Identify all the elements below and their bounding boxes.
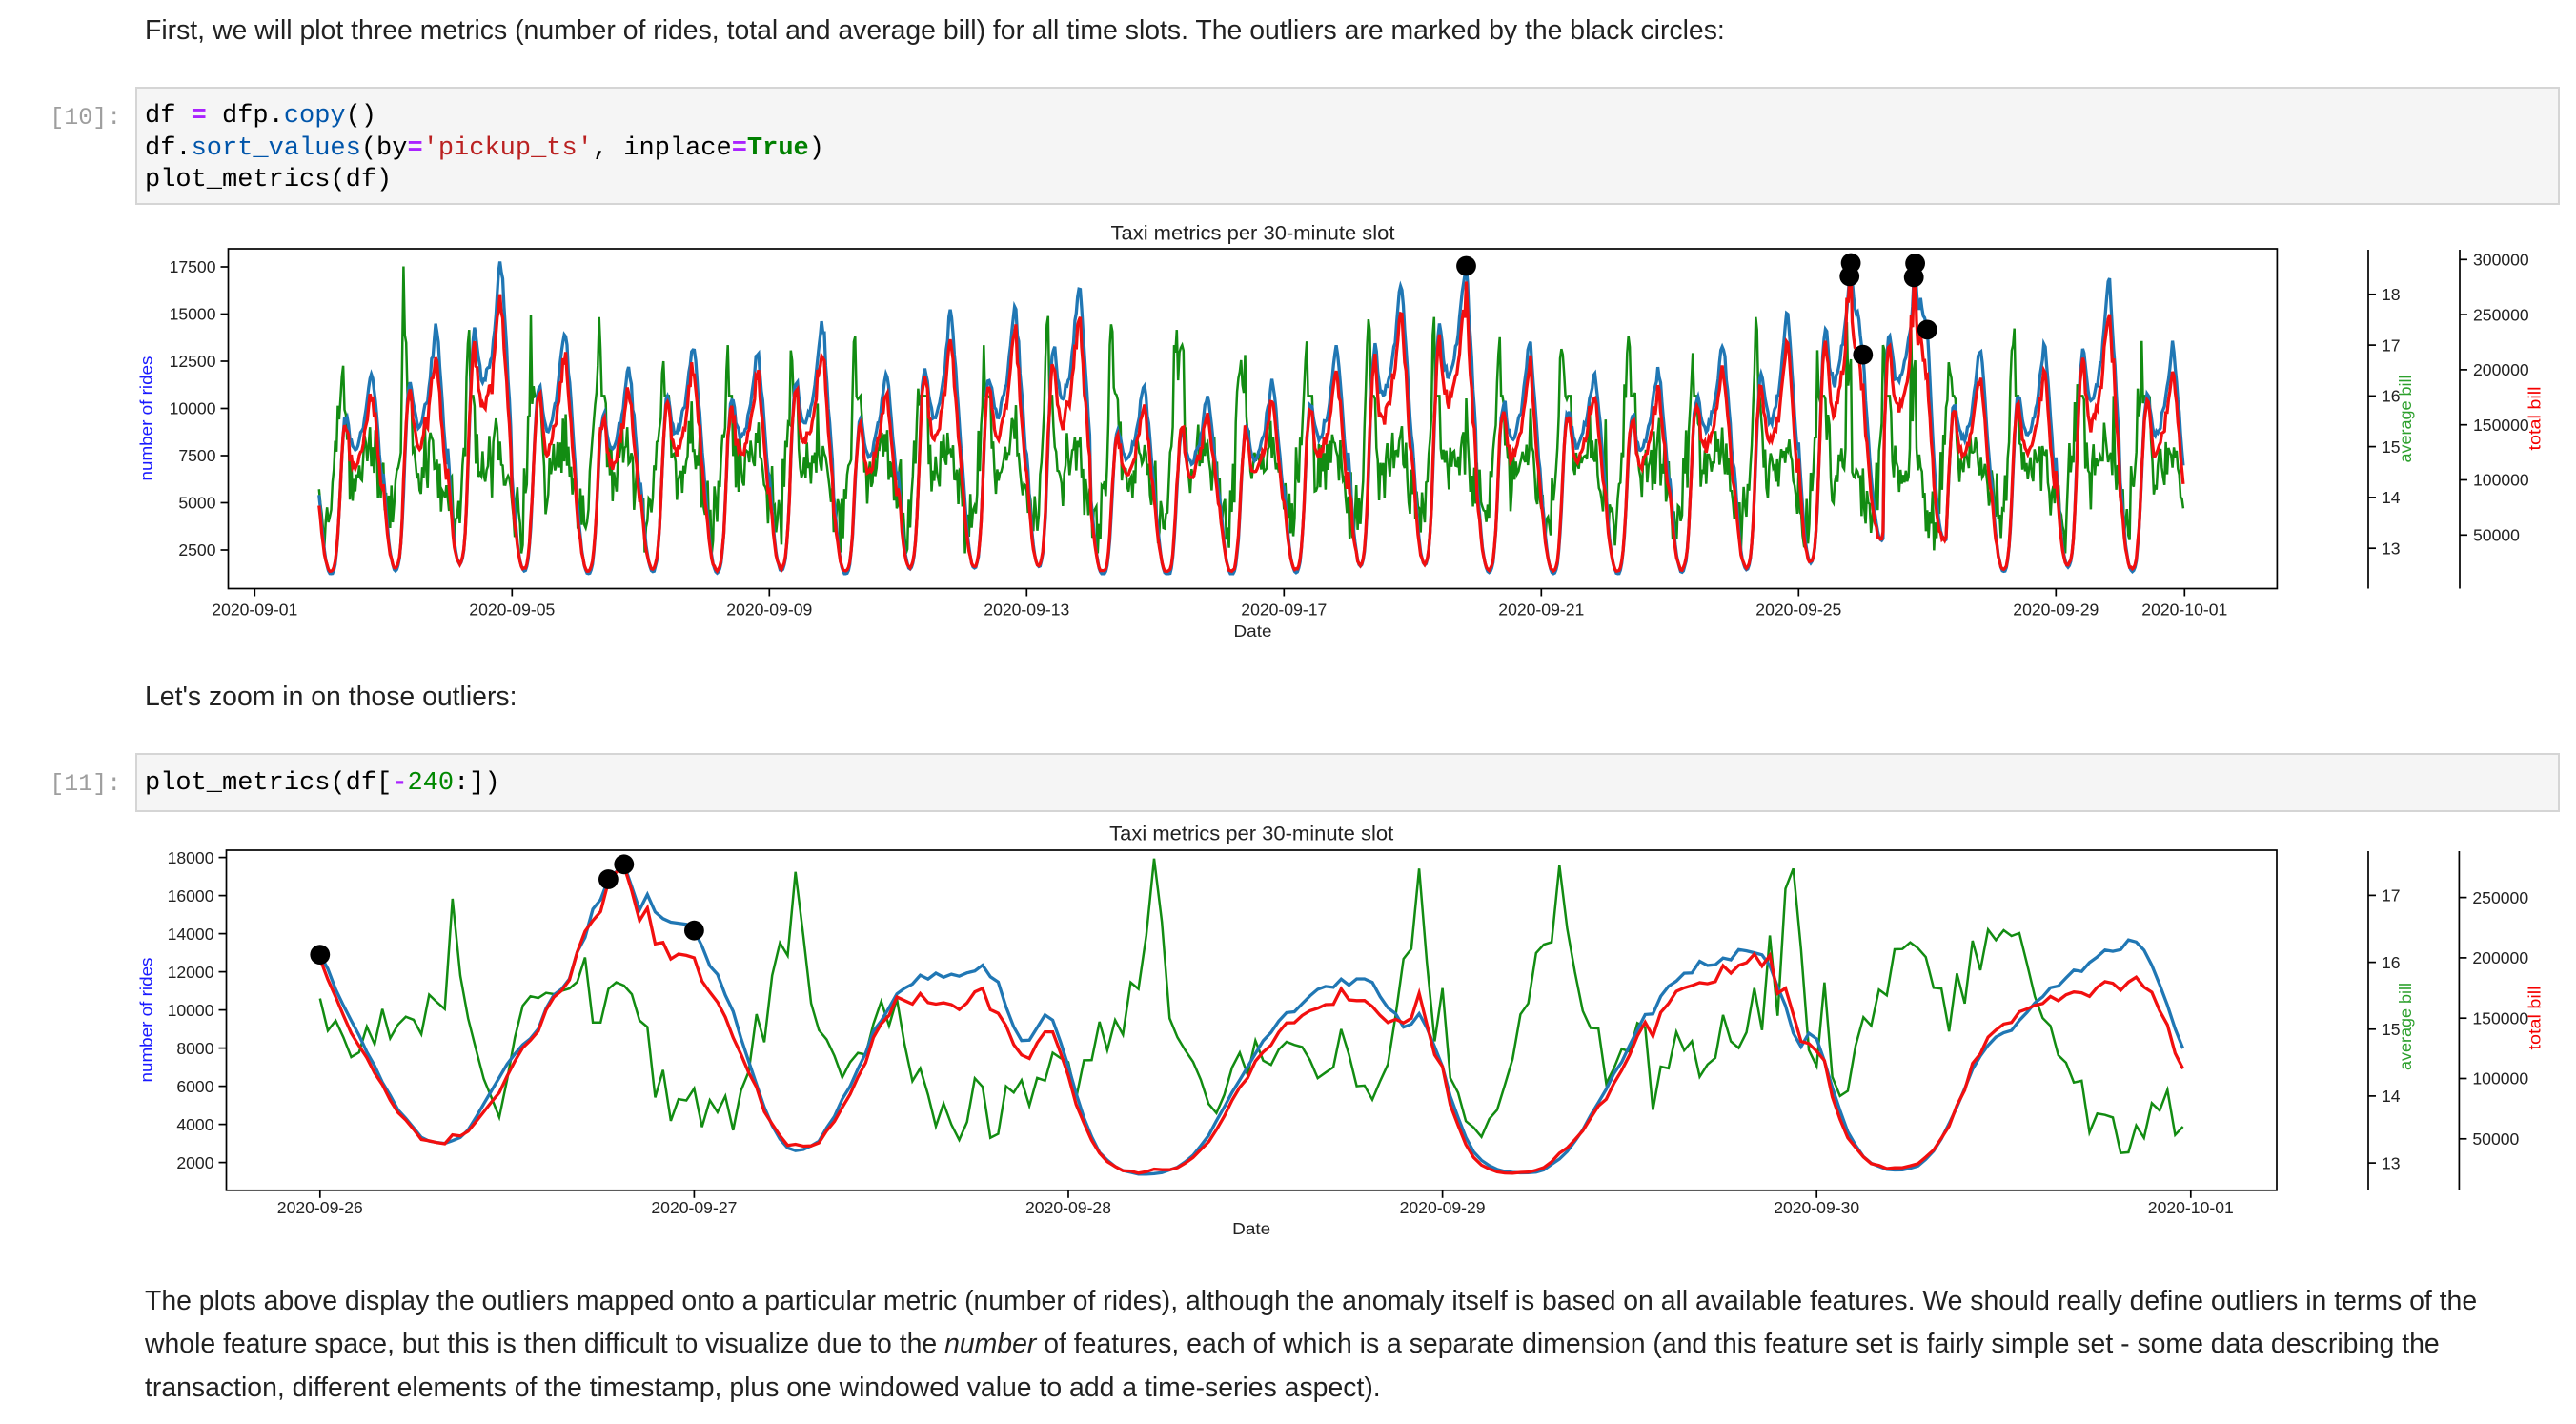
svg-text:50000: 50000 xyxy=(2472,1129,2519,1149)
svg-text:50000: 50000 xyxy=(2473,526,2520,545)
svg-text:2020-09-17: 2020-09-17 xyxy=(1241,600,1327,620)
svg-text:17: 17 xyxy=(2382,336,2401,355)
svg-text:6000: 6000 xyxy=(176,1077,213,1096)
svg-text:2020-09-29: 2020-09-29 xyxy=(1400,1198,1486,1217)
svg-text:2500: 2500 xyxy=(178,540,215,559)
svg-text:100000: 100000 xyxy=(2473,471,2529,490)
svg-text:2020-09-30: 2020-09-30 xyxy=(1774,1198,1859,1217)
svg-text:2020-09-05: 2020-09-05 xyxy=(469,600,555,620)
svg-text:13: 13 xyxy=(2382,1153,2401,1172)
svg-text:14: 14 xyxy=(2382,488,2401,507)
svg-text:7500: 7500 xyxy=(178,446,215,465)
svg-text:14000: 14000 xyxy=(168,925,214,944)
svg-text:2000: 2000 xyxy=(176,1153,213,1172)
svg-text:Date: Date xyxy=(1234,621,1272,641)
svg-text:Taxi metrics per 30-minute slo: Taxi metrics per 30-minute slot xyxy=(1111,222,1395,244)
svg-text:number of rides: number of rides xyxy=(137,356,156,480)
svg-text:16: 16 xyxy=(2382,953,2401,972)
svg-text:18000: 18000 xyxy=(168,848,214,867)
svg-text:2020-09-09: 2020-09-09 xyxy=(726,600,812,620)
svg-text:16: 16 xyxy=(2382,387,2401,406)
svg-text:150000: 150000 xyxy=(2473,416,2529,435)
svg-text:number of rides: number of rides xyxy=(137,957,156,1082)
svg-text:2020-09-26: 2020-09-26 xyxy=(277,1198,363,1217)
svg-text:12500: 12500 xyxy=(170,352,216,371)
svg-text:200000: 200000 xyxy=(2472,948,2528,967)
svg-text:200000: 200000 xyxy=(2473,360,2529,379)
svg-text:17500: 17500 xyxy=(170,257,216,276)
svg-text:Taxi metrics per 30-minute slo: Taxi metrics per 30-minute slot xyxy=(1109,824,1393,845)
svg-text:8000: 8000 xyxy=(176,1039,213,1058)
svg-text:2020-09-27: 2020-09-27 xyxy=(651,1198,737,1217)
svg-text:17: 17 xyxy=(2382,886,2401,905)
svg-text:average bill: average bill xyxy=(2396,376,2415,463)
svg-text:12000: 12000 xyxy=(168,963,214,982)
svg-text:2020-09-21: 2020-09-21 xyxy=(1498,600,1584,620)
svg-text:300000: 300000 xyxy=(2473,251,2529,270)
svg-text:2020-09-13: 2020-09-13 xyxy=(984,600,1069,620)
svg-text:total bill: total bill xyxy=(2525,387,2545,451)
svg-text:13: 13 xyxy=(2382,539,2401,558)
svg-text:2020-09-29: 2020-09-29 xyxy=(2013,600,2099,620)
svg-text:15: 15 xyxy=(2382,437,2401,457)
svg-text:10000: 10000 xyxy=(168,1001,214,1020)
svg-text:2020-10-01: 2020-10-01 xyxy=(2148,1198,2234,1217)
svg-text:16000: 16000 xyxy=(168,886,214,905)
svg-text:15: 15 xyxy=(2382,1020,2401,1039)
svg-text:2020-09-25: 2020-09-25 xyxy=(1755,600,1841,620)
svg-text:100000: 100000 xyxy=(2472,1069,2528,1088)
svg-text:2020-09-28: 2020-09-28 xyxy=(1025,1198,1111,1217)
svg-text:2020-10-01: 2020-10-01 xyxy=(2141,600,2227,620)
svg-text:15000: 15000 xyxy=(170,305,216,324)
svg-text:total bill: total bill xyxy=(2525,987,2545,1050)
svg-text:150000: 150000 xyxy=(2472,1008,2528,1027)
svg-text:14: 14 xyxy=(2382,1087,2401,1106)
svg-text:18: 18 xyxy=(2382,285,2401,304)
svg-text:4000: 4000 xyxy=(176,1115,213,1134)
svg-text:5000: 5000 xyxy=(178,494,215,513)
svg-text:250000: 250000 xyxy=(2473,305,2529,324)
svg-text:10000: 10000 xyxy=(170,399,216,418)
svg-text:Date: Date xyxy=(1232,1219,1270,1238)
svg-text:2020-09-01: 2020-09-01 xyxy=(212,600,297,620)
svg-text:250000: 250000 xyxy=(2472,888,2528,907)
svg-text:average bill: average bill xyxy=(2396,983,2415,1070)
